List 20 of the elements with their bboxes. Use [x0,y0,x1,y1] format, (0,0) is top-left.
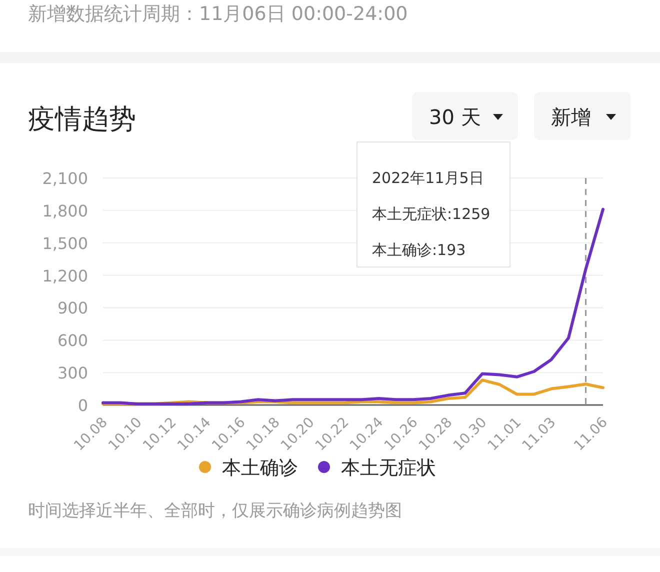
y-tick-label: 1,200 [42,266,88,286]
text: 时间选择近半年、全部时，仅展示确诊病例趋势图 [28,501,402,521]
chart-subtitle: 新增数据统计周期：11月06日 00:00-24:00 [28,3,408,25]
annotation: 本土确诊:193 [372,241,466,259]
annotation: 本土无症状:1259 [372,205,490,223]
chart-title: 疫情趋势 [28,104,136,135]
y-tick-label: 900 [57,298,88,318]
control-dropdown: 30 天 [412,92,518,140]
legend-label: 本土无症状 [341,457,436,479]
y-tick-label: 2,100 [42,169,88,188]
control-dropdown: 新增 [534,92,631,140]
line-series [102,208,604,406]
y-tick-label: 1,800 [42,201,88,220]
tooltip: 2022年11月5日 本土无症状:1259 本土确诊:193 [356,142,510,268]
annotation: 2022年11月5日 [372,169,484,187]
legend-label: 本土确诊 [222,457,298,479]
y-tick-label: 1,500 [42,234,88,253]
y-tick-label: 600 [57,331,88,350]
y-tick-label: 0 [78,396,88,415]
y-tick-label: 300 [57,364,88,383]
